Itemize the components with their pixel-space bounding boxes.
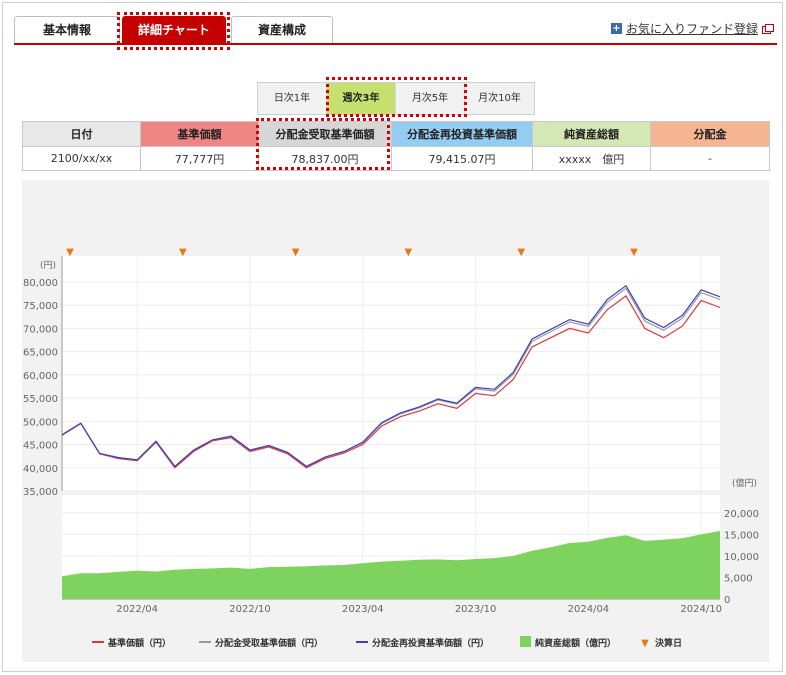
reinvested-nav-line: [61, 284, 721, 468]
cell-net-assets: xxxxx 億円: [532, 146, 651, 171]
settlement-marker: ▼: [66, 247, 74, 258]
price-tick-label: 50,000: [23, 417, 58, 428]
legend-swatch-marker: ▼: [641, 638, 649, 649]
assets-tick-label: 20,000: [724, 509, 759, 520]
cell-date: 2100/xx/xx: [22, 146, 141, 171]
x-tick-label: 2022/04: [116, 604, 158, 615]
assets-tick-label: 0: [724, 595, 730, 606]
cell-distribution: -: [650, 146, 770, 171]
assets-axis-unit: (億円): [732, 477, 757, 489]
x-tick-label: 2024/04: [568, 604, 610, 615]
price-tick-label: 55,000: [23, 394, 58, 405]
price-tick-label: 40,000: [23, 464, 58, 475]
price-tick-label: 80,000: [23, 278, 58, 289]
period-weekly-3y[interactable]: 週次3年: [327, 83, 396, 114]
add-favorite-link[interactable]: + お気に入りファンド登録: [610, 20, 774, 37]
period-selector: 日次1年 週次3年 月次5年 月次10年: [257, 82, 535, 115]
cell-reinvested-nav: 79,415.07円: [391, 146, 533, 171]
x-tick-label: 2023/10: [455, 604, 497, 615]
nav-line: [61, 295, 721, 469]
tab-detail-chart[interactable]: 詳細チャート: [122, 16, 226, 44]
tab-basic-info[interactable]: 基本情報: [14, 16, 120, 44]
tab-asset-composition[interactable]: 資産構成: [231, 16, 333, 44]
header-reinvested-nav: 分配金再投資基準価額: [391, 121, 533, 147]
tab-underline: [14, 43, 777, 45]
assets-tick-label: 10,000: [724, 552, 759, 563]
cell-dist-received-nav: 78,837.00円: [258, 146, 392, 171]
legend-label: 分配金再投資基準価額（円）: [372, 637, 489, 649]
x-tick-label: 2022/10: [229, 604, 271, 615]
nav-chart: 80,000 75,000 70,000 65,000 60,000 55,000 50,0…: [23, 247, 759, 649]
external-window-icon: [762, 24, 774, 34]
header-nav: 基準価額: [140, 121, 259, 147]
legend-label: 純資産総額（億円）: [535, 637, 616, 649]
period-monthly-5y[interactable]: 月次5年: [396, 83, 465, 114]
chart-area: 80,000 75,000 70,000 65,000 60,000 55,000 50,0…: [22, 180, 769, 662]
favorite-label[interactable]: お気に入りファンド登録: [625, 22, 758, 36]
price-tick-label: 65,000: [23, 348, 58, 359]
net-assets-area: [62, 531, 720, 599]
legend-label: 分配金受取基準価額（円）: [215, 637, 323, 649]
price-tick-label: 75,000: [23, 301, 58, 312]
period-daily-1y[interactable]: 日次1年: [258, 83, 327, 114]
price-table: 日付 基準価額 分配金受取基準価額 分配金再投資基準価額 純資産総額 分配金 2…: [22, 121, 770, 171]
header-date: 日付: [22, 121, 141, 147]
legend-swatch-area: [520, 636, 531, 647]
plus-icon: +: [610, 23, 622, 34]
price-tick-label: 35,000: [23, 487, 58, 498]
legend-label: 決算日: [655, 637, 682, 649]
settlement-marker: ▼: [630, 247, 638, 258]
settlement-marker: ▼: [292, 247, 300, 258]
assets-tick-label: 15,000: [724, 530, 759, 541]
settlement-marker: ▼: [517, 247, 525, 258]
period-monthly-10y[interactable]: 月次10年: [478, 93, 521, 104]
price-axis-unit: (円): [40, 260, 56, 271]
table-header-row: 日付 基準価額 分配金受取基準価額 分配金再投資基準価額 純資産総額 分配金: [22, 121, 770, 147]
legend-label: 基準価額（円）: [107, 637, 171, 649]
settlement-marker: ▼: [179, 247, 187, 258]
assets-tick-label: 5,000: [724, 573, 753, 584]
settlement-marker: ▼: [405, 247, 413, 258]
price-tick-label: 60,000: [23, 371, 58, 382]
header-dist-received-nav: 分配金受取基準価額: [258, 121, 392, 147]
table-row: 2100/xx/xx 77,777円 78,837.00円 79,415.07円…: [22, 146, 770, 171]
price-tick-label: 70,000: [23, 324, 58, 335]
x-tick-label: 2023/04: [342, 604, 384, 615]
x-tick-label: 2024/10: [680, 604, 722, 615]
header-distribution: 分配金: [650, 121, 770, 147]
price-tick-label: 45,000: [23, 441, 58, 452]
price-plot-background: [62, 256, 720, 491]
header-net-assets: 純資産総額: [532, 121, 651, 147]
cell-nav: 77,777円: [140, 146, 259, 171]
